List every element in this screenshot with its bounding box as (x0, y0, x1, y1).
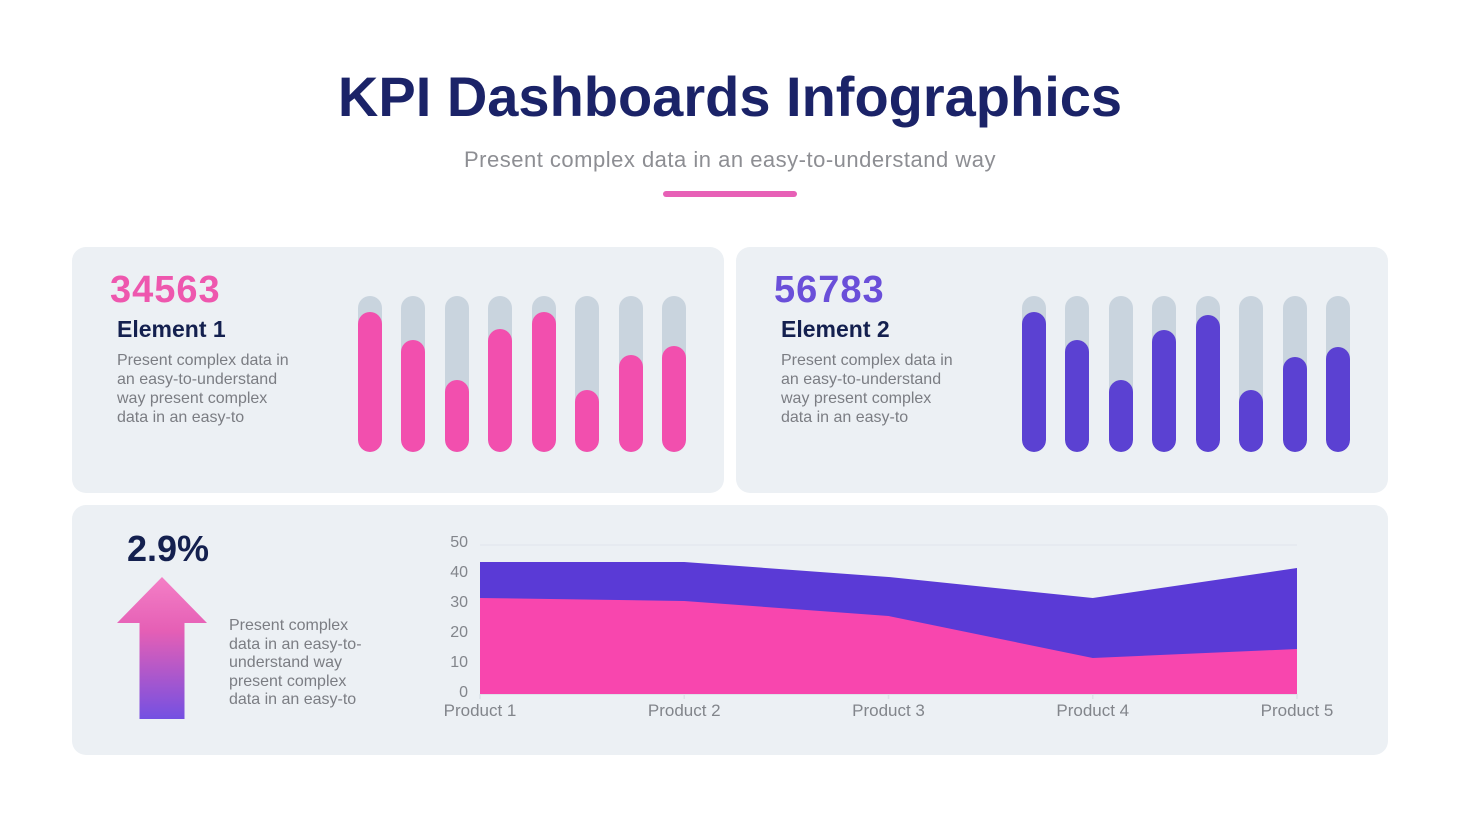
pill-bar-fill (531, 311, 556, 452)
pill-bar (1022, 296, 1046, 452)
pill-bar-fill (661, 345, 686, 452)
kpi-title-element-1: Element 1 (117, 316, 226, 342)
y-axis-tick-label: 10 (450, 654, 468, 671)
x-axis-tick-label: Product 1 (443, 701, 517, 720)
pill-bar-fill (488, 328, 513, 452)
y-axis-tick-label: 40 (450, 564, 468, 581)
kpi-card-element-2: 56783 Element 2 Present complex data in … (736, 247, 1388, 493)
pill-bar-fill (1195, 314, 1220, 452)
pill-bar-fill (1108, 380, 1133, 452)
pill-bar (488, 296, 513, 452)
pill-bar-fill (1282, 356, 1307, 452)
pill-bar-fill (575, 389, 600, 452)
x-axis-tick-label: Product 4 (1056, 701, 1130, 720)
x-axis-tick-label: Product 5 (1260, 701, 1334, 720)
kpi-card-element-1: 34563 Element 1 Present complex data in … (72, 247, 724, 493)
pill-bar (1325, 296, 1350, 452)
kpi-value-trend: 2.9% (127, 528, 210, 569)
pill-bar-chart-element-2 (1022, 296, 1350, 452)
kpi-description-trend: Present complex data in an easy-to-under… (229, 617, 362, 708)
kpi-card-trend: 2.9% Present complex data in an easy-to-… (72, 505, 1388, 755)
pill-bar (1282, 296, 1307, 452)
pill-bar-fill (401, 339, 426, 452)
x-axis-tick-label: Product 2 (647, 701, 721, 720)
pill-bar (1239, 296, 1264, 452)
up-arrow-icon (117, 577, 207, 719)
pill-bar-fill (1152, 330, 1177, 452)
pill-bar-chart-element-1 (358, 296, 686, 452)
pill-bar (1152, 296, 1177, 452)
stacked-area-chart (479, 544, 1298, 699)
pill-bar-fill (1239, 389, 1264, 452)
pill-bar-fill (1325, 347, 1350, 452)
x-axis-tick-label: Product 3 (852, 701, 925, 720)
title-underline-accent (663, 191, 797, 197)
pill-bar (1065, 296, 1090, 452)
page-subtitle: Present complex data in an easy-to-under… (463, 147, 996, 172)
y-axis-tick-label: 0 (459, 684, 468, 701)
pill-bar-fill (358, 311, 382, 452)
pill-bar (575, 296, 600, 452)
y-axis-tick-label: 30 (450, 594, 468, 611)
pill-bar (401, 296, 426, 452)
page-title: KPI Dashboards Infographics (337, 65, 1123, 128)
pill-bar-fill (1065, 339, 1090, 452)
pill-bar-fill (618, 355, 643, 452)
kpi-description-element-1: Present complex data in an easy-to-under… (117, 352, 289, 426)
kpi-value-element-1: 34563 (110, 269, 221, 311)
kpi-title-element-2: Element 2 (781, 316, 890, 342)
pill-bar (1195, 296, 1220, 452)
pill-bar (444, 296, 469, 452)
pill-bar (358, 296, 382, 452)
y-axis-tick-label: 50 (450, 534, 468, 551)
pill-bar-fill (1022, 311, 1046, 452)
pill-bar-fill (444, 380, 469, 452)
pill-bar (661, 296, 686, 452)
y-axis-tick-label: 20 (450, 624, 468, 641)
kpi-description-element-2: Present complex data in an easy-to-under… (781, 352, 953, 426)
area-series-pink (480, 598, 1297, 694)
pill-bar (618, 296, 643, 452)
pill-bar (531, 296, 556, 452)
kpi-value-element-2: 56783 (774, 269, 885, 311)
pill-bar (1108, 296, 1133, 452)
